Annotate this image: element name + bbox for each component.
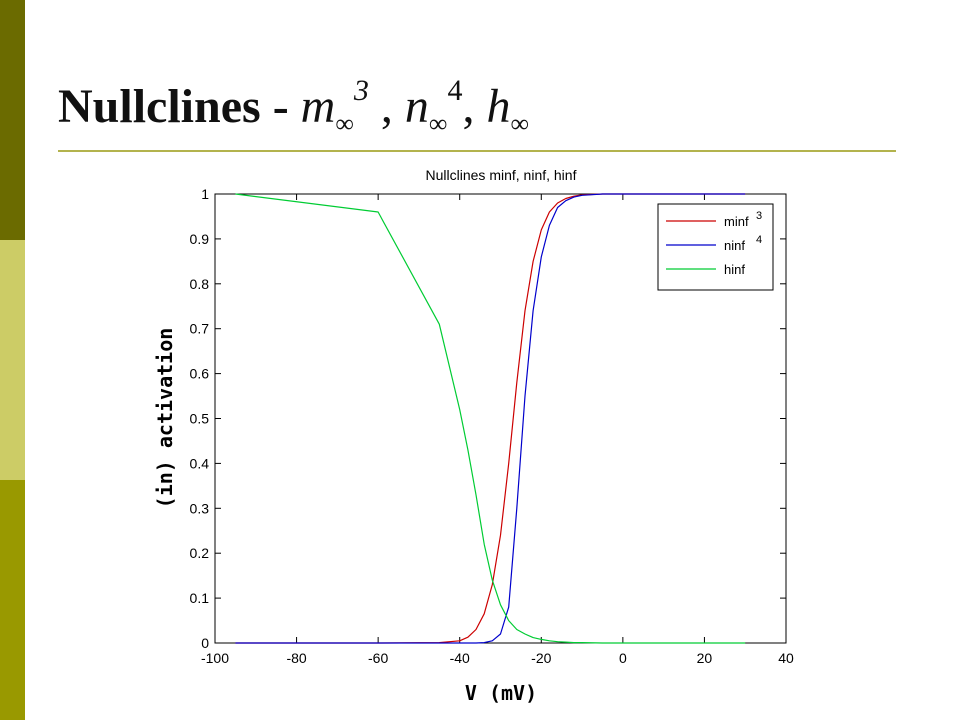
y-tick-label: 0	[201, 635, 209, 651]
y-tick-label: 0.2	[190, 545, 210, 561]
nullclines-chart: Nullclines minf, ninf, hinf -100 -80 -60 -4…	[153, 167, 794, 705]
x-tick-label: 40	[778, 650, 794, 666]
y-tick-label: 0.8	[190, 276, 210, 292]
y-tick-label: 0.1	[190, 590, 210, 606]
slide-title-inf-h: ∞	[510, 109, 529, 138]
x-tick-label: 20	[697, 650, 713, 666]
slide-title-inf-m: ∞	[335, 109, 354, 138]
decorative-sidebar	[0, 0, 25, 720]
slide-title-sep1: ,	[368, 80, 405, 133]
y-axis-label: (in) activation	[153, 328, 177, 509]
legend-exponent-minf: 3	[756, 210, 762, 222]
sidebar-block-bottom	[0, 480, 25, 720]
slide-title-n: n	[404, 80, 429, 133]
legend-exponent-ninf: 4	[756, 234, 762, 246]
x-tick-label: -60	[368, 650, 388, 666]
sidebar-block-middle	[0, 240, 25, 480]
slide-title-m: m	[300, 80, 336, 133]
y-tick-label: 1	[201, 186, 209, 202]
slide-title-sep2: ,	[462, 80, 487, 133]
sidebar-block-top	[0, 0, 25, 240]
chart-legend: minf 3 ninf 4 hinf	[657, 203, 774, 291]
x-tick-label: -100	[201, 650, 229, 666]
chart-title: Nullclines minf, ninf, hinf	[426, 167, 577, 183]
slide-title-h: h	[486, 80, 511, 133]
legend-label-minf: minf	[724, 214, 749, 229]
y-tick-label: 0.3	[190, 500, 210, 516]
slide-title-inf-n: ∞	[428, 109, 448, 138]
slide-title-exp-n: 4	[447, 74, 463, 107]
x-tick-label: -80	[286, 650, 306, 666]
legend-label-ninf: ninf	[724, 238, 745, 253]
slide-title: Nullclines - m∞3 , n∞4, h∞	[58, 76, 529, 137]
title-underline	[58, 150, 896, 152]
x-tick-label: 0	[619, 650, 627, 666]
legend-box	[657, 203, 774, 291]
y-tick-label: 0.7	[190, 321, 210, 337]
x-axis-label: V (mV)	[465, 681, 537, 705]
slide-title-exp-m: 3	[353, 74, 369, 107]
y-tick-label: 0.6	[190, 366, 210, 382]
series-line-ninf	[235, 193, 746, 644]
x-tick-label: -20	[531, 650, 551, 666]
series-line-minf	[235, 193, 746, 644]
y-tick-label: 0.9	[190, 231, 210, 247]
series-line-hinf	[235, 193, 746, 644]
legend-label-hinf: hinf	[724, 262, 745, 277]
y-tick-label: 0.4	[190, 455, 210, 471]
y-tick-label: 0.5	[190, 411, 210, 427]
slide-title-main: Nullclines -	[58, 80, 301, 133]
x-tick-label: -40	[450, 650, 470, 666]
